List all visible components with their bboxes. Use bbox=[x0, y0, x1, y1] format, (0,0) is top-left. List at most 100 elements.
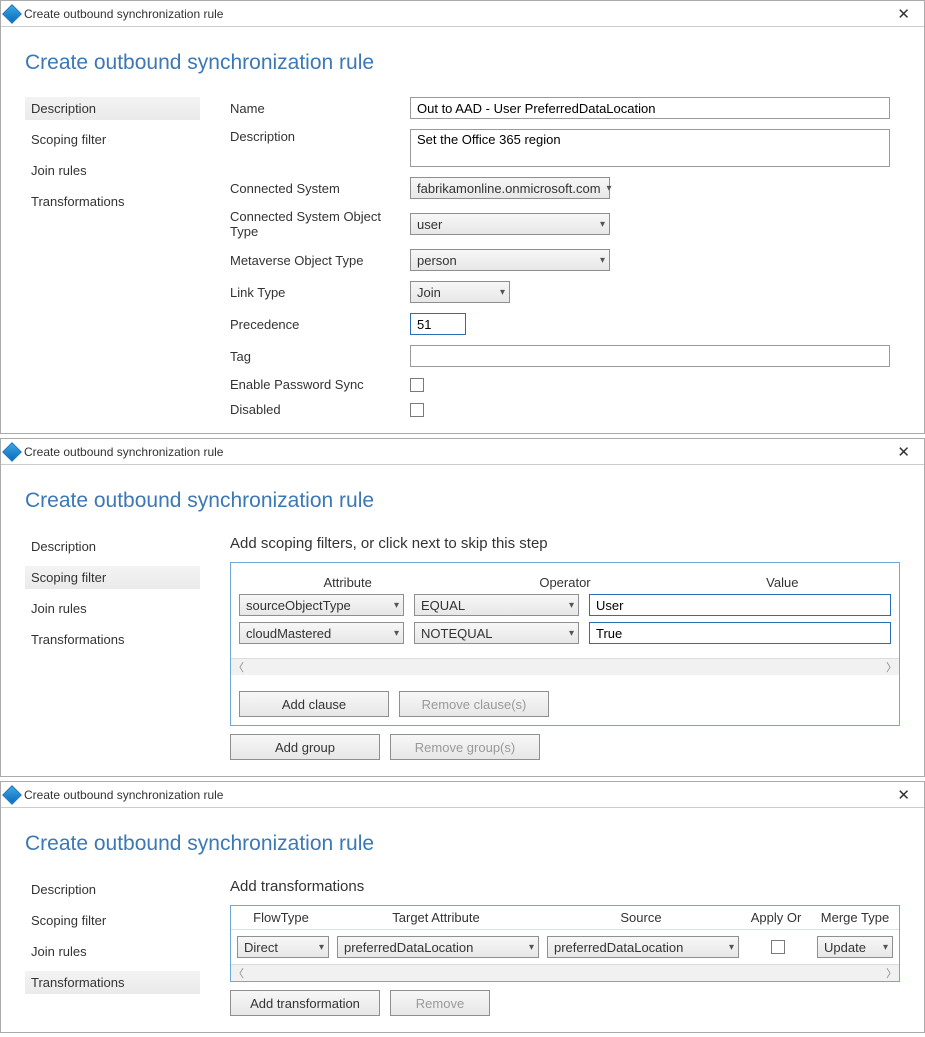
filters-header: Attribute Operator Value bbox=[239, 571, 891, 594]
panel-scoping: Create outbound synchronization rule ✕ C… bbox=[0, 438, 925, 777]
titlebar: Create outbound synchronization rule ✕ bbox=[1, 1, 924, 27]
panel-transformations: Create outbound synchronization rule ✕ C… bbox=[0, 781, 925, 1033]
label-precedence: Precedence bbox=[230, 317, 410, 332]
chevron-down-icon: ▾ bbox=[500, 287, 505, 298]
link-type-select[interactable]: Join ▾ bbox=[410, 281, 510, 303]
col-attribute: Attribute bbox=[239, 575, 456, 590]
transform-header: FlowType Target Attribute Source Apply O… bbox=[231, 906, 899, 930]
sidebar-item-scoping[interactable]: Scoping filter bbox=[25, 566, 200, 589]
col-target: Target Attribute bbox=[331, 906, 541, 929]
chevron-down-icon: ▾ bbox=[569, 600, 574, 611]
merge-type-select[interactable]: Update ▾ bbox=[817, 936, 893, 958]
app-icon bbox=[2, 785, 22, 805]
cs-object-type-select[interactable]: user ▾ bbox=[410, 213, 610, 235]
filter-attribute-value: cloudMastered bbox=[246, 626, 331, 641]
sidebar-item-join[interactable]: Join rules bbox=[25, 940, 200, 963]
connected-system-select[interactable]: fabrikamonline.onmicrosoft.com ▾ bbox=[410, 177, 610, 199]
page-title: Create outbound synchronization rule bbox=[25, 489, 900, 513]
col-applyonce: Apply Or bbox=[741, 906, 811, 929]
sidebar-item-transform[interactable]: Transformations bbox=[25, 628, 200, 651]
app-icon bbox=[2, 4, 22, 24]
side-nav: Description Scoping filter Join rules Tr… bbox=[25, 97, 200, 417]
label-name: Name bbox=[230, 101, 410, 116]
chevron-down-icon: ▾ bbox=[569, 628, 574, 639]
app-icon bbox=[2, 442, 22, 462]
source-select[interactable]: preferredDataLocation ▾ bbox=[547, 936, 739, 958]
target-attribute-select[interactable]: preferredDataLocation ▾ bbox=[337, 936, 539, 958]
chevron-down-icon: ▾ bbox=[319, 942, 324, 953]
filter-operator-value: NOTEQUAL bbox=[421, 626, 493, 641]
tag-input[interactable] bbox=[410, 345, 890, 367]
remove-transformation-button[interactable]: Remove bbox=[390, 990, 490, 1016]
filter-attribute-value: sourceObjectType bbox=[246, 598, 351, 613]
col-flowtype: FlowType bbox=[231, 906, 331, 929]
sidebar-item-description[interactable]: Description bbox=[25, 97, 200, 120]
label-cs-object-type: Connected System Object Type bbox=[230, 209, 410, 239]
col-operator: Operator bbox=[456, 575, 673, 590]
mv-object-type-select[interactable]: person ▾ bbox=[410, 249, 610, 271]
remove-group-button[interactable]: Remove group(s) bbox=[390, 734, 540, 760]
add-clause-button[interactable]: Add clause bbox=[239, 691, 389, 717]
chevron-down-icon: ▾ bbox=[607, 183, 612, 194]
side-nav: Description Scoping filter Join rules Tr… bbox=[25, 535, 200, 760]
label-password-sync: Enable Password Sync bbox=[230, 377, 410, 392]
window-title: Create outbound synchronization rule bbox=[24, 788, 223, 802]
sidebar-item-description[interactable]: Description bbox=[25, 535, 200, 558]
password-sync-checkbox[interactable] bbox=[410, 378, 424, 392]
name-input[interactable] bbox=[410, 97, 890, 119]
filter-operator-select[interactable]: EQUAL ▾ bbox=[414, 594, 579, 616]
remove-clause-button[interactable]: Remove clause(s) bbox=[399, 691, 549, 717]
filter-row: cloudMastered ▾ NOTEQUAL ▾ bbox=[239, 622, 891, 644]
filter-value-input[interactable] bbox=[589, 622, 891, 644]
close-icon[interactable]: ✕ bbox=[891, 786, 916, 804]
sidebar-item-join[interactable]: Join rules bbox=[25, 597, 200, 620]
link-type-value: Join bbox=[417, 285, 441, 300]
filter-value-input[interactable] bbox=[589, 594, 891, 616]
label-tag: Tag bbox=[230, 349, 410, 364]
chevron-down-icon: ▾ bbox=[729, 942, 734, 953]
transform-table: FlowType Target Attribute Source Apply O… bbox=[230, 905, 900, 982]
filter-attribute-select[interactable]: sourceObjectType ▾ bbox=[239, 594, 404, 616]
col-merge: Merge Type bbox=[811, 906, 899, 929]
sidebar-item-join[interactable]: Join rules bbox=[25, 159, 200, 182]
chevron-down-icon: ▾ bbox=[394, 600, 399, 611]
horizontal-scrollbar[interactable]: 〈〉 bbox=[231, 964, 899, 981]
titlebar: Create outbound synchronization rule ✕ bbox=[1, 439, 924, 465]
connected-system-value: fabrikamonline.onmicrosoft.com bbox=[417, 181, 601, 196]
window-title: Create outbound synchronization rule bbox=[24, 7, 223, 21]
filter-attribute-select[interactable]: cloudMastered ▾ bbox=[239, 622, 404, 644]
horizontal-scrollbar[interactable]: 〈〉 bbox=[231, 658, 899, 675]
add-group-button[interactable]: Add group bbox=[230, 734, 380, 760]
filter-operator-select[interactable]: NOTEQUAL ▾ bbox=[414, 622, 579, 644]
sidebar-item-description[interactable]: Description bbox=[25, 878, 200, 901]
mv-object-type-value: person bbox=[417, 253, 457, 268]
description-input[interactable] bbox=[410, 129, 890, 167]
close-icon[interactable]: ✕ bbox=[891, 5, 916, 23]
close-icon[interactable]: ✕ bbox=[891, 443, 916, 461]
sidebar-item-scoping[interactable]: Scoping filter bbox=[25, 909, 200, 932]
panel-description: Create outbound synchronization rule ✕ C… bbox=[0, 0, 925, 434]
col-source: Source bbox=[541, 906, 741, 929]
label-disabled: Disabled bbox=[230, 402, 410, 417]
col-value: Value bbox=[674, 575, 891, 590]
filter-row: sourceObjectType ▾ EQUAL ▾ bbox=[239, 594, 891, 616]
chevron-down-icon: ▾ bbox=[600, 255, 605, 266]
description-form: Name Description Connected System fabrik… bbox=[230, 97, 900, 417]
chevron-down-icon: ▾ bbox=[600, 219, 605, 230]
sidebar-item-transform[interactable]: Transformations bbox=[25, 971, 200, 994]
sidebar-item-transform[interactable]: Transformations bbox=[25, 190, 200, 213]
titlebar: Create outbound synchronization rule ✕ bbox=[1, 782, 924, 808]
disabled-checkbox[interactable] bbox=[410, 403, 424, 417]
apply-once-checkbox[interactable] bbox=[771, 940, 785, 954]
scoping-filters-box: Attribute Operator Value sourceObjectTyp… bbox=[230, 562, 900, 726]
flowtype-select[interactable]: Direct ▾ bbox=[237, 936, 329, 958]
scoping-heading: Add scoping filters, or click next to sk… bbox=[230, 535, 900, 552]
chevron-down-icon: ▾ bbox=[529, 942, 534, 953]
target-attribute-value: preferredDataLocation bbox=[344, 940, 473, 955]
add-transformation-button[interactable]: Add transformation bbox=[230, 990, 380, 1016]
cs-object-type-value: user bbox=[417, 217, 442, 232]
precedence-input[interactable] bbox=[410, 313, 466, 335]
filter-operator-value: EQUAL bbox=[421, 598, 465, 613]
page-title: Create outbound synchronization rule bbox=[25, 51, 900, 75]
sidebar-item-scoping[interactable]: Scoping filter bbox=[25, 128, 200, 151]
